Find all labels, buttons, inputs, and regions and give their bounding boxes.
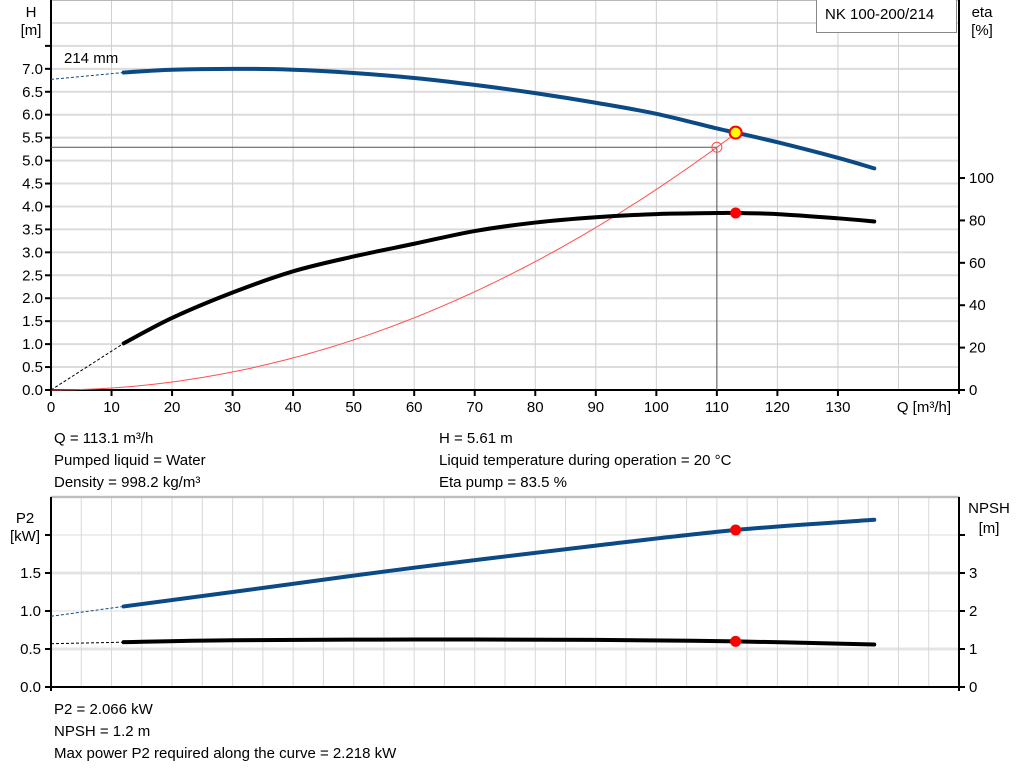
- eta-value: Eta pump = 83.5 %: [439, 474, 567, 491]
- y-axis-unit: [m]: [21, 22, 42, 39]
- npsh-curve: [121, 637, 877, 647]
- head-curve: [121, 66, 877, 171]
- y-tick-label: 0.0: [22, 382, 43, 399]
- y2-tick-label: 0: [969, 679, 977, 696]
- head-value: H = 5.61 m: [439, 430, 513, 447]
- y-tick-label: 5.5: [22, 130, 43, 147]
- p2-axis-label: P2: [16, 510, 34, 527]
- x-tick-label: 30: [224, 399, 241, 416]
- power-curve-extrapolated: [50, 605, 124, 617]
- y-tick-label: 0.5: [20, 641, 41, 658]
- y-tick-label: 4.0: [22, 198, 43, 215]
- info-top-left: Q = 113.1 m³/h Pumped liquid = Water Den…: [54, 428, 206, 494]
- x-tick-label: 100: [644, 399, 669, 416]
- y2-tick-label: 1: [969, 641, 977, 658]
- operating-point-npsh-marker: [730, 635, 742, 647]
- y2-tick-label: 20: [969, 340, 986, 357]
- info-bottom: P2 = 2.066 kW NPSH = 1.2 m Max power P2 …: [54, 699, 396, 765]
- impeller-diameter-label: 214 mm: [64, 50, 118, 67]
- x-tick-label: 40: [285, 399, 302, 416]
- x-tick-label: 60: [406, 399, 423, 416]
- x-tick-label: 50: [345, 399, 362, 416]
- x-tick-label: 130: [825, 399, 850, 416]
- operating-point-eta-marker: [730, 207, 742, 219]
- efficiency-curve-extrapolated: [50, 342, 124, 391]
- y-tick-label: 1.5: [20, 565, 41, 582]
- y2-tick-label: 2: [969, 603, 977, 620]
- y-tick-label: 4.5: [22, 176, 43, 193]
- y2-tick-label: 100: [969, 170, 994, 187]
- plot-frame: [50, 0, 960, 391]
- efficiency-curve: [121, 210, 877, 346]
- y-tick-label: 3.5: [22, 221, 43, 238]
- x-tick-label: 0: [47, 399, 55, 416]
- flow-value: Q = 113.1 m³/h: [54, 430, 154, 447]
- p2-value: P2 = 2.066 kW: [54, 701, 153, 718]
- power-curve: [121, 517, 877, 609]
- x-tick-label: 70: [466, 399, 483, 416]
- y-tick-label: 6.5: [22, 84, 43, 101]
- x-tick-label: 90: [587, 399, 604, 416]
- y-tick-label: 1.5: [22, 313, 43, 330]
- pumped-liquid: Pumped liquid = Water: [54, 452, 206, 469]
- p2-axis-unit: [kW]: [10, 528, 40, 545]
- max-power-value: Max power P2 required along the curve = …: [54, 745, 397, 762]
- info-top-right: H = 5.61 m Liquid temperature during ope…: [439, 428, 731, 494]
- y2-tick-label: 3: [969, 565, 977, 582]
- x-tick-label: 20: [164, 399, 181, 416]
- y2-tick-label: 0: [969, 382, 977, 399]
- y-tick-label: 0.5: [22, 359, 43, 376]
- pump-model-title: NK 100-200/214: [816, 0, 957, 33]
- x-axis-label: Q [m³/h]: [897, 399, 951, 416]
- liquid-temperature: Liquid temperature during operation = 20…: [439, 452, 732, 469]
- y-tick-label: 7.0: [22, 61, 43, 78]
- y-tick-label: 1.0: [22, 336, 43, 353]
- npsh-axis-unit: [m]: [979, 520, 1000, 537]
- y2-tick-label: 40: [969, 297, 986, 314]
- density-value: Density = 998.2 kg/m³: [54, 474, 201, 491]
- operating-point-power-marker: [730, 524, 742, 536]
- y2-axis-unit: [%]: [971, 22, 993, 39]
- x-tick-label: 10: [103, 399, 120, 416]
- y-tick-label: 1.0: [20, 603, 41, 620]
- y-axis-label: H: [26, 4, 37, 21]
- y-tick-label: 0.0: [20, 679, 41, 696]
- x-tick-label: 80: [527, 399, 544, 416]
- x-tick-label: 110: [705, 399, 729, 416]
- npsh-axis-label: NPSH: [968, 500, 1010, 517]
- head-curve-extrapolated: [50, 72, 124, 80]
- operating-point-head-marker: [728, 125, 743, 140]
- y2-axis-label: eta: [972, 4, 994, 21]
- duty-point-marker: [711, 141, 723, 153]
- system-curve: [51, 132, 737, 391]
- npsh-value: NPSH = 1.2 m: [54, 723, 151, 740]
- y-tick-label: 2.5: [22, 267, 43, 284]
- y-tick-label: 2.0: [22, 290, 43, 307]
- y2-tick-label: 60: [969, 255, 986, 272]
- y-tick-label: 6.0: [22, 107, 43, 124]
- npsh-curve-extrapolated: [50, 641, 124, 645]
- x-tick-label: 120: [765, 399, 790, 416]
- y2-tick-label: 80: [969, 212, 986, 229]
- y-tick-label: 5.0: [22, 153, 43, 170]
- y-tick-label: 3.0: [22, 244, 43, 261]
